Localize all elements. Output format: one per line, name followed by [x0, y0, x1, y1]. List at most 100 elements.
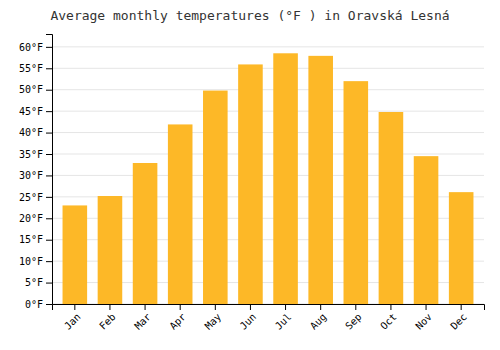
y-tick: 50°F	[19, 84, 52, 95]
bar	[133, 163, 158, 304]
y-tick-label: 15°F	[19, 234, 43, 245]
grid	[52, 47, 484, 304]
y-tick: 25°F	[19, 192, 52, 203]
x-tick: May	[203, 304, 224, 332]
x-tick-mark	[145, 304, 146, 310]
x-tick-label: Mar	[132, 311, 153, 332]
x-tick-mark	[461, 304, 462, 310]
x-tick-label: Oct	[378, 311, 399, 332]
y-tick: 55°F	[19, 63, 52, 74]
bar	[273, 53, 298, 304]
x-tick: Jul	[273, 304, 294, 332]
x-tick: Sep	[343, 304, 364, 332]
plot-area: 0°F 5°F 10°F 15°F 20°F 25°F 30°F 35°F 40°F 45°F 50…	[19, 35, 485, 332]
x-tick-mark	[74, 304, 75, 310]
x-tick-mark	[285, 304, 286, 310]
x-tick-label: May	[203, 311, 224, 332]
y-tick-label: 60°F	[19, 42, 43, 53]
x-tick: Jun	[238, 304, 259, 332]
y-tick: 30°F	[19, 170, 52, 181]
chart: 0°F 5°F 10°F 15°F 20°F 25°F 30°F 35°F 40°F 45°F 50…	[0, 0, 500, 350]
y-tick-mark	[46, 68, 52, 69]
x-tick: Nov	[413, 304, 434, 332]
bar	[449, 192, 474, 304]
y-tick: 40°F	[19, 127, 52, 138]
y-tick: 10°F	[19, 256, 52, 267]
x-tick: Mar	[132, 304, 153, 332]
y-tick: 45°F	[19, 106, 52, 117]
x-tick-mark	[109, 304, 110, 310]
x-tick-mark	[180, 304, 181, 310]
x-axis: Jan Feb Mar Apr May Jun Jul Aug Sep Oct Nov Dec	[53, 304, 485, 332]
bars	[63, 53, 474, 304]
y-tick: 5°F	[25, 277, 52, 288]
x-tick: Aug	[308, 304, 329, 332]
x-tick-mark	[426, 304, 427, 310]
x-tick-mark	[250, 304, 251, 310]
y-tick-label: 50°F	[19, 84, 43, 95]
grid-line	[52, 89, 484, 90]
x-tick-label: Apr	[167, 311, 188, 332]
y-tick-label: 20°F	[19, 213, 43, 224]
y-tick-mark	[46, 111, 52, 112]
y-tick: 60°F	[19, 42, 52, 53]
y-tick-label: 5°F	[25, 277, 43, 288]
title: Average monthly temperatures (°F ) in Or…	[50, 8, 449, 23]
y-tick-mark	[46, 304, 52, 305]
x-tick-mark	[215, 304, 216, 310]
x-tick-label: Feb	[97, 311, 118, 332]
y-tick-mark	[46, 197, 52, 198]
x-tick-mark	[355, 304, 356, 310]
x-axis-line	[53, 305, 485, 311]
bar	[414, 156, 439, 304]
x-tick: Oct	[378, 304, 399, 332]
x-tick-label: Jan	[62, 311, 83, 332]
y-tick-label: 10°F	[19, 256, 43, 267]
x-tick: Apr	[167, 304, 188, 332]
y-tick-mark	[46, 47, 52, 48]
y-tick-mark	[46, 283, 52, 284]
bar	[203, 91, 228, 304]
y-tick: 15°F	[19, 234, 52, 245]
bar	[63, 205, 88, 304]
y-tick-mark	[46, 154, 52, 155]
y-tick-mark	[46, 240, 52, 241]
y-tick: 35°F	[19, 149, 52, 160]
bar	[308, 56, 333, 304]
y-tick-mark	[46, 90, 52, 91]
x-tick: Feb	[97, 304, 118, 332]
grid-line	[52, 46, 484, 47]
x-tick-mark	[390, 304, 391, 310]
y-tick: 0°F	[25, 299, 52, 310]
y-tick-label: 25°F	[19, 192, 43, 203]
bar	[168, 124, 193, 304]
y-tick-label: 55°F	[19, 63, 43, 74]
x-tick-label: Nov	[413, 311, 434, 332]
bar	[238, 64, 263, 304]
grid-line	[52, 68, 484, 69]
y-tick-mark	[46, 175, 52, 176]
y-tick-label: 35°F	[19, 149, 43, 160]
grid-line	[52, 111, 484, 112]
y-tick-label: 45°F	[19, 106, 43, 117]
x-tick-label: Jun	[238, 311, 259, 332]
y-tick-label: 0°F	[25, 299, 43, 310]
y-axis-line	[46, 35, 53, 305]
grid-line	[52, 154, 484, 155]
bar	[344, 81, 369, 304]
x-tick: Jan	[62, 304, 83, 332]
x-tick-mark	[320, 304, 321, 310]
y-tick-mark	[46, 261, 52, 262]
y-axis: 0°F 5°F 10°F 15°F 20°F 25°F 30°F 35°F 40°F 45°F 50…	[19, 35, 53, 310]
bar	[379, 112, 404, 304]
x-tick: Dec	[448, 304, 469, 332]
bar	[98, 196, 123, 304]
y-tick-mark	[46, 133, 52, 134]
grid-line	[52, 132, 484, 133]
y-tick-label: 30°F	[19, 170, 43, 181]
x-tick-label: Jul	[273, 311, 294, 332]
y-tick-mark	[46, 218, 52, 219]
y-tick: 20°F	[19, 213, 52, 224]
x-tick-label: Aug	[308, 311, 329, 332]
y-tick-label: 40°F	[19, 127, 43, 138]
